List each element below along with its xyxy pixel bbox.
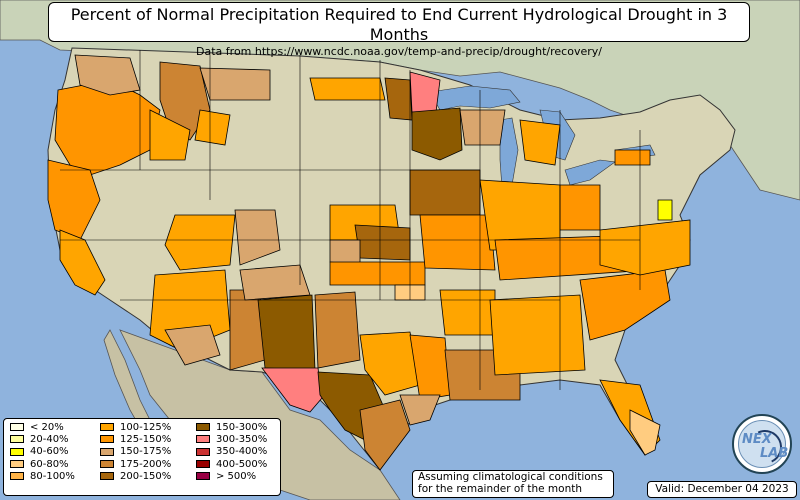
legend-label: 20-40% <box>30 433 69 445</box>
region-ar <box>439 289 496 336</box>
region-mt-north <box>199 67 271 101</box>
legend-item: 350-400% <box>196 446 267 458</box>
legend-swatch <box>10 435 24 444</box>
legend-column-1: < 20% 20-40% 40-60% 60-80% 80-100% <box>10 421 75 482</box>
nexlab-logo: NEX LAB <box>732 414 792 474</box>
legend-swatch <box>100 447 114 456</box>
region-tx-north <box>359 331 421 396</box>
legend-item: 200-150% <box>100 470 171 482</box>
legend-label: 300-350% <box>216 433 268 445</box>
legend-item: 150-300% <box>196 421 267 433</box>
legend-label: > 500% <box>216 470 257 482</box>
region-nd-sd <box>309 77 386 101</box>
region-ks-east <box>354 224 411 261</box>
legend-swatch <box>10 423 24 432</box>
logo-text-2: LAB <box>760 446 789 461</box>
legend-label: 400-500% <box>216 458 268 470</box>
legend-label: 150-300% <box>216 421 268 433</box>
legend-swatch <box>196 472 210 481</box>
region-nv-east <box>164 214 236 271</box>
legend-swatch <box>10 460 24 469</box>
legend-item: 175-200% <box>100 458 171 470</box>
legend-column-3: 150-300% 300-350% 350-400% 400-500% > 50… <box>196 421 267 482</box>
note-line-2: for the remainder of the month <box>418 483 583 495</box>
region-oh-pa <box>559 184 601 231</box>
region-mt-west <box>194 109 231 146</box>
legend-item: 100-125% <box>100 421 171 433</box>
legend-item: 60-80% <box>10 458 75 470</box>
region-or-east <box>149 109 191 161</box>
legend-label: 60-80% <box>30 458 69 470</box>
legend-swatch <box>10 472 24 481</box>
legend-item: < 20% <box>10 421 75 433</box>
region-wi <box>411 107 463 161</box>
legend-swatch <box>100 472 114 481</box>
map-subtitle: Data from https://www.ncdc.noaa.gov/temp… <box>196 45 602 58</box>
legend-item: 125-150% <box>100 433 171 445</box>
legend-label: 40-60% <box>30 446 69 458</box>
region-nm-central <box>257 294 316 371</box>
legend-item: 150-175% <box>100 446 171 458</box>
legend: < 20% 20-40% 40-60% 60-80% 80-100% 100-1… <box>3 418 281 496</box>
valid-date: Valid: December 04 2023 <box>647 481 797 498</box>
legend-item: 20-40% <box>10 433 75 445</box>
legend-column-2: 100-125% 125-150% 150-175% 175-200% 200-… <box>100 421 171 482</box>
title-box: Percent of Normal Precipitation Required… <box>48 2 750 58</box>
legend-label: 150-175% <box>120 446 172 458</box>
region-az-south <box>164 324 221 366</box>
region-ne-corner <box>614 149 651 166</box>
region-mi-lower <box>519 119 561 166</box>
region-nc-va <box>599 219 691 276</box>
legend-swatch <box>100 435 114 444</box>
legend-swatch <box>100 423 114 432</box>
region-ia <box>409 169 481 216</box>
legend-item: 80-100% <box>10 470 75 482</box>
region-co-south <box>239 264 311 301</box>
legend-item: > 500% <box>196 470 267 482</box>
region-tx-coast <box>399 394 441 426</box>
assumption-note: Assuming climatological conditions for t… <box>412 470 614 498</box>
legend-item: 40-60% <box>10 446 75 458</box>
region-mo <box>419 214 496 271</box>
region-ok <box>329 261 426 286</box>
state-boundaries <box>60 50 641 390</box>
legend-label: < 20% <box>30 421 64 433</box>
region-tx-south <box>359 399 411 471</box>
legend-swatch <box>196 435 210 444</box>
legend-label: 125-150% <box>120 433 172 445</box>
region-mi-upper <box>459 109 506 146</box>
region-wa-north <box>74 54 141 96</box>
region-fl-south <box>629 409 661 456</box>
region-ks-south <box>329 239 361 266</box>
legend-swatch <box>10 447 24 456</box>
note-line-1: Assuming climatological conditions <box>418 471 603 483</box>
legend-label: 80-100% <box>30 470 75 482</box>
legend-label: 175-200% <box>120 458 172 470</box>
region-ut-south <box>234 209 281 266</box>
lake-erie <box>564 159 616 186</box>
region-md-de <box>657 199 673 221</box>
legend-item: 300-350% <box>196 433 267 445</box>
legend-swatch <box>196 447 210 456</box>
legend-item: 400-500% <box>196 458 267 470</box>
map-title: Percent of Normal Precipitation Required… <box>70 5 728 44</box>
region-id-panhandle <box>159 61 211 141</box>
logo-text-1: NEX <box>742 432 772 447</box>
legend-swatch <box>196 423 210 432</box>
legend-label: 350-400% <box>216 446 268 458</box>
region-tx-big-bend <box>261 367 323 413</box>
legend-swatch <box>196 460 210 469</box>
mexico-landmass <box>119 329 401 500</box>
region-ms-al <box>489 294 586 376</box>
legend-label: 100-125% <box>120 421 172 433</box>
legend-swatch <box>100 460 114 469</box>
legend-label: 200-150% <box>120 470 172 482</box>
logo-ring <box>738 420 786 468</box>
boundary-lines <box>60 50 641 390</box>
region-tx-panhandle <box>314 291 361 369</box>
